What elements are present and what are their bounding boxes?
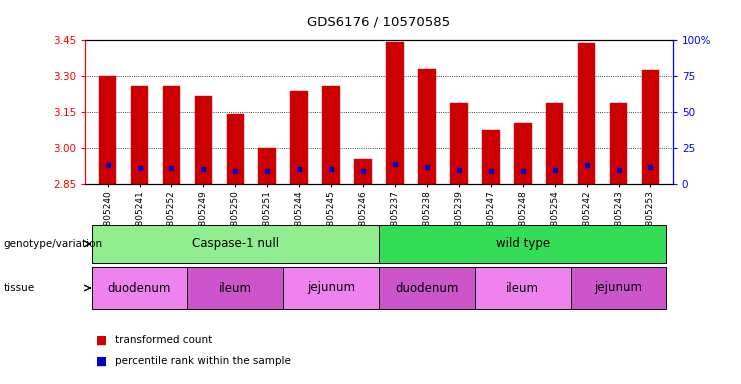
Text: wild type: wild type: [496, 237, 550, 250]
Bar: [187, 267, 283, 309]
Text: ileum: ileum: [219, 281, 252, 295]
Bar: [475, 267, 571, 309]
Bar: [195, 96, 212, 184]
Bar: [163, 86, 180, 184]
Text: ■: ■: [96, 333, 107, 346]
Text: Caspase-1 null: Caspase-1 null: [192, 237, 279, 250]
Text: duodenum: duodenum: [108, 281, 171, 295]
Bar: [450, 103, 468, 184]
Bar: [99, 76, 116, 184]
Bar: [546, 103, 563, 184]
Bar: [290, 91, 308, 184]
Bar: [259, 148, 276, 184]
Text: ■: ■: [96, 354, 107, 367]
Bar: [571, 267, 666, 309]
Bar: [322, 86, 340, 184]
Bar: [514, 123, 531, 184]
Bar: [92, 225, 379, 263]
Text: GDS6176 / 10570585: GDS6176 / 10570585: [308, 16, 451, 29]
Bar: [482, 130, 499, 184]
Text: genotype/variation: genotype/variation: [4, 239, 103, 249]
Bar: [642, 70, 659, 184]
Text: jejunum: jejunum: [594, 281, 642, 295]
Bar: [354, 159, 372, 184]
Bar: [379, 267, 475, 309]
Text: tissue: tissue: [4, 283, 35, 293]
Text: ileum: ileum: [506, 281, 539, 295]
Bar: [386, 41, 404, 184]
Text: percentile rank within the sample: percentile rank within the sample: [115, 356, 290, 366]
Bar: [418, 69, 436, 184]
Text: duodenum: duodenum: [395, 281, 459, 295]
Bar: [379, 225, 666, 263]
Bar: [92, 267, 187, 309]
Text: transformed count: transformed count: [115, 335, 212, 345]
Bar: [283, 267, 379, 309]
Text: jejunum: jejunum: [307, 281, 355, 295]
Bar: [227, 114, 244, 184]
Bar: [610, 103, 628, 184]
Bar: [578, 43, 595, 184]
Bar: [130, 86, 148, 184]
